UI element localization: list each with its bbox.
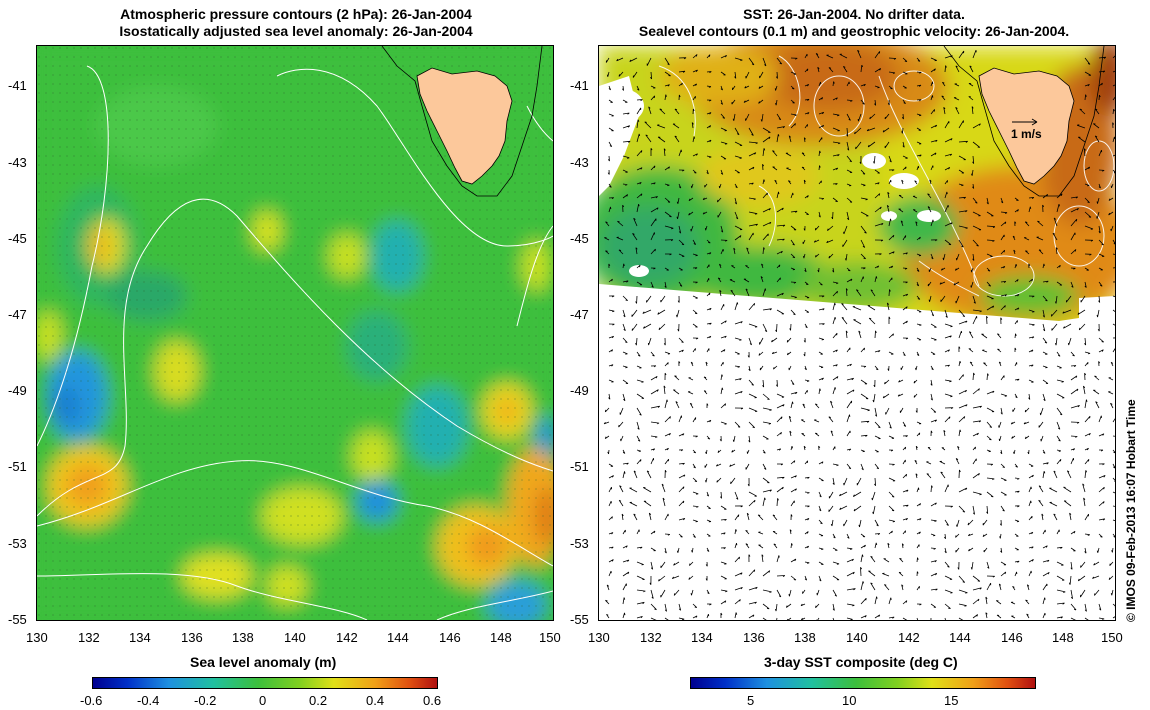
lon-tick: 134 (691, 630, 713, 645)
left-title-line2: Isostatically adjusted sea level anomaly… (119, 23, 473, 39)
colorbar-tick: 0 (259, 693, 267, 708)
lon-tick: 146 (439, 630, 461, 645)
lon-tick: 144 (949, 630, 971, 645)
left-colorbar (92, 677, 438, 689)
lon-tick: 140 (284, 630, 306, 645)
lon-tick: 148 (1052, 630, 1074, 645)
right-title-line2: Sealevel contours (0.1 m) and geostrophi… (638, 23, 1070, 39)
lon-tick: 144 (387, 630, 409, 645)
colorbar-tick: -0.6 (80, 693, 103, 708)
colorbar-tick: 0.2 (309, 693, 328, 708)
left-title-line1: Atmospheric pressure contours (2 hPa): 2… (120, 6, 472, 22)
lon-tick: 142 (336, 630, 358, 645)
mainland-coast (943, 46, 1105, 197)
tasmania-land (416, 67, 513, 185)
lon-tick: 136 (743, 630, 765, 645)
right-title-line1: SST: 26-Jan-2004. No drifter data. (743, 6, 965, 22)
lon-tick: 150 (539, 630, 561, 645)
lat-tick: -43 (8, 155, 27, 170)
sea-level-anomaly-map (36, 45, 554, 621)
lon-tick: 132 (78, 630, 100, 645)
lon-tick: 148 (490, 630, 512, 645)
lat-tick: -53 (570, 536, 589, 551)
lat-tick: -45 (8, 231, 27, 246)
right-map-svg: 1 m/s (599, 46, 1115, 620)
lat-tick: -41 (8, 78, 27, 93)
lon-tick: 130 (26, 630, 48, 645)
lat-tick: -55 (8, 612, 27, 627)
lat-tick: -49 (570, 383, 589, 398)
colorbar-tick: 0.4 (366, 693, 385, 708)
lon-tick: 142 (898, 630, 920, 645)
tasmania-land (978, 67, 1075, 185)
lat-tick: -47 (8, 307, 27, 322)
lon-tick: 150 (1101, 630, 1123, 645)
lat-tick: -51 (8, 459, 27, 474)
colorbar-tick: 5 (747, 693, 755, 708)
copyright-notice: © IMOS 09-Feb-2013 16:07 Hobart Time (1124, 399, 1138, 622)
colorbar-tick: 15 (944, 693, 959, 708)
lat-tick: -51 (570, 459, 589, 474)
right-colorbar (690, 677, 1036, 689)
lon-tick: 136 (181, 630, 203, 645)
colorbar-tick: -0.2 (194, 693, 217, 708)
velocity-scale: 1 m/s (1011, 118, 1042, 141)
lon-tick: 146 (1001, 630, 1023, 645)
lon-tick: 132 (640, 630, 662, 645)
lat-tick: -49 (8, 383, 27, 398)
colorbar-tick: -0.4 (137, 693, 160, 708)
lat-tick: -43 (570, 155, 589, 170)
lat-tick: -47 (570, 307, 589, 322)
left-map-svg (37, 46, 553, 620)
mainland-coast (381, 46, 543, 197)
lat-tick: -41 (570, 78, 589, 93)
right-colorbar-title: 3-day SST composite (deg C) (764, 654, 958, 670)
sst-velocity-map: 1 m/s (598, 45, 1116, 621)
velocity-arrows (603, 49, 1115, 620)
pressure-contours (37, 65, 553, 620)
lon-tick: 138 (232, 630, 254, 645)
lat-tick: -55 (570, 612, 589, 627)
lon-tick: 140 (846, 630, 868, 645)
lat-tick: -45 (570, 231, 589, 246)
sealevel-contours (658, 55, 1115, 297)
colorbar-tick: 0.6 (423, 693, 442, 708)
colorbar-tick: 10 (842, 693, 857, 708)
velocity-arrow-field (603, 49, 1115, 620)
lat-tick: -53 (8, 536, 27, 551)
lon-tick: 130 (588, 630, 610, 645)
lon-tick: 138 (794, 630, 816, 645)
left-colorbar-title: Sea level anomaly (m) (190, 654, 337, 670)
velocity-scale-label: 1 m/s (1011, 127, 1042, 141)
lon-tick: 134 (129, 630, 151, 645)
